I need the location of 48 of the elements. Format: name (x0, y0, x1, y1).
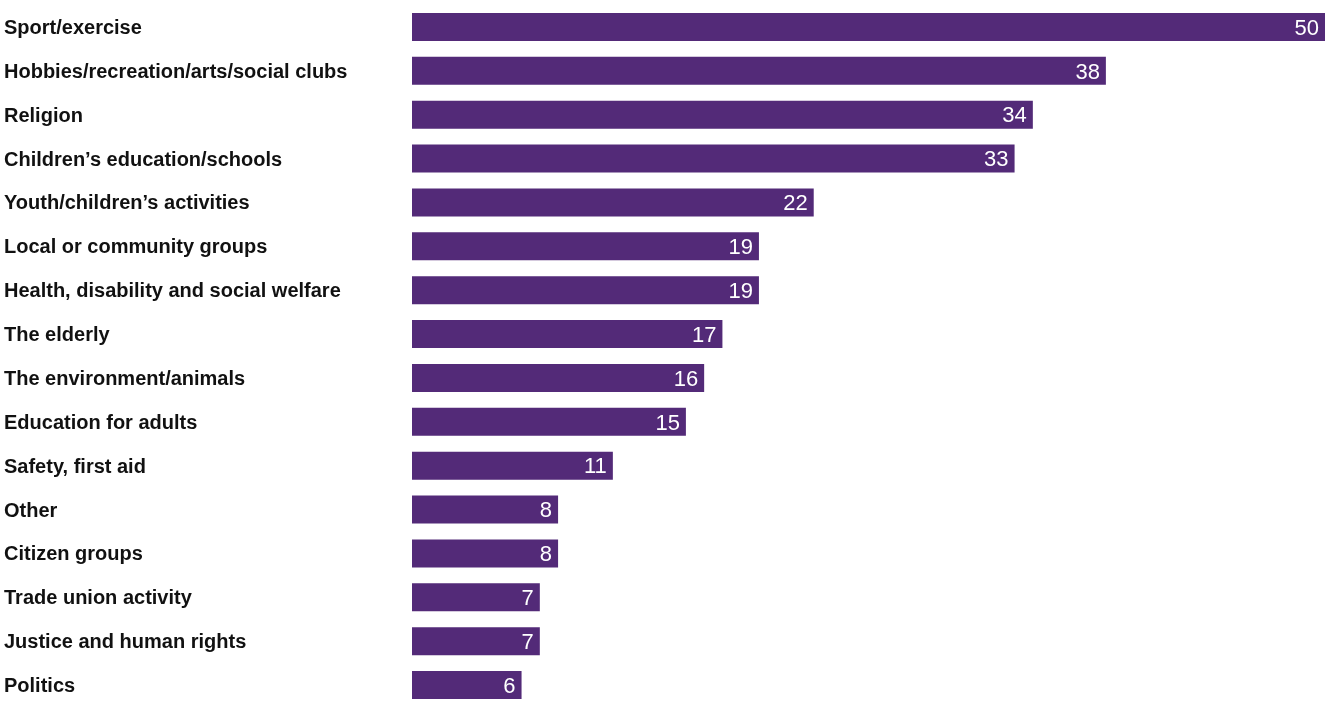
y-tick-label: Local or community groups (4, 235, 268, 258)
y-tick-label: The environment/animals (4, 366, 246, 389)
bar (412, 451, 613, 480)
y-tick-label: Education for adults (4, 410, 198, 433)
data-label: 50 (1294, 14, 1319, 40)
bar (412, 232, 759, 261)
bar (412, 276, 759, 305)
bar (412, 671, 522, 700)
data-label: 7 (521, 628, 534, 654)
y-tick-label: Hobbies/recreation/arts/social clubs (4, 59, 348, 82)
data-label: 7 (521, 585, 534, 611)
data-label: 17 (691, 321, 717, 347)
bar (412, 539, 559, 568)
data-label: 38 (1075, 58, 1100, 84)
y-tick-label: Religion (4, 103, 83, 126)
bar (412, 363, 705, 392)
bar (412, 583, 540, 612)
data-label: 33 (984, 146, 1009, 172)
data-label: 34 (1002, 102, 1027, 128)
data-label: 11 (584, 453, 607, 479)
y-tick-label: The elderly (4, 323, 111, 346)
y-tick-label: Health, disability and social welfare (4, 279, 341, 302)
bar (412, 320, 723, 349)
data-label: 19 (728, 277, 753, 303)
bar (412, 56, 1106, 85)
bar (412, 144, 1015, 173)
y-tick-label: Other (4, 498, 58, 521)
data-label: 6 (503, 672, 516, 698)
y-tick-label: Safety, first aid (4, 454, 146, 477)
data-label: 22 (783, 190, 808, 216)
data-label: 8 (539, 497, 553, 523)
data-label: 16 (673, 365, 699, 391)
bar (412, 407, 686, 436)
y-tick-label: Citizen groups (4, 542, 143, 565)
data-label: 15 (655, 409, 680, 435)
y-tick-label: Trade union activity (4, 586, 193, 609)
y-tick-label: Youth/children’s activities (4, 191, 250, 214)
bar (412, 12, 1325, 41)
bar (412, 627, 540, 656)
bar (412, 188, 814, 217)
y-tick-label: Children’s education/schools (4, 147, 283, 170)
data-label: 8 (539, 541, 553, 567)
data-label: 19 (728, 234, 753, 260)
y-tick-label: Justice and human rights (4, 630, 247, 653)
y-tick-label: Sport/exercise (4, 15, 142, 38)
bar (412, 100, 1033, 129)
bar (412, 495, 559, 524)
y-tick-label: Politics (4, 674, 76, 697)
